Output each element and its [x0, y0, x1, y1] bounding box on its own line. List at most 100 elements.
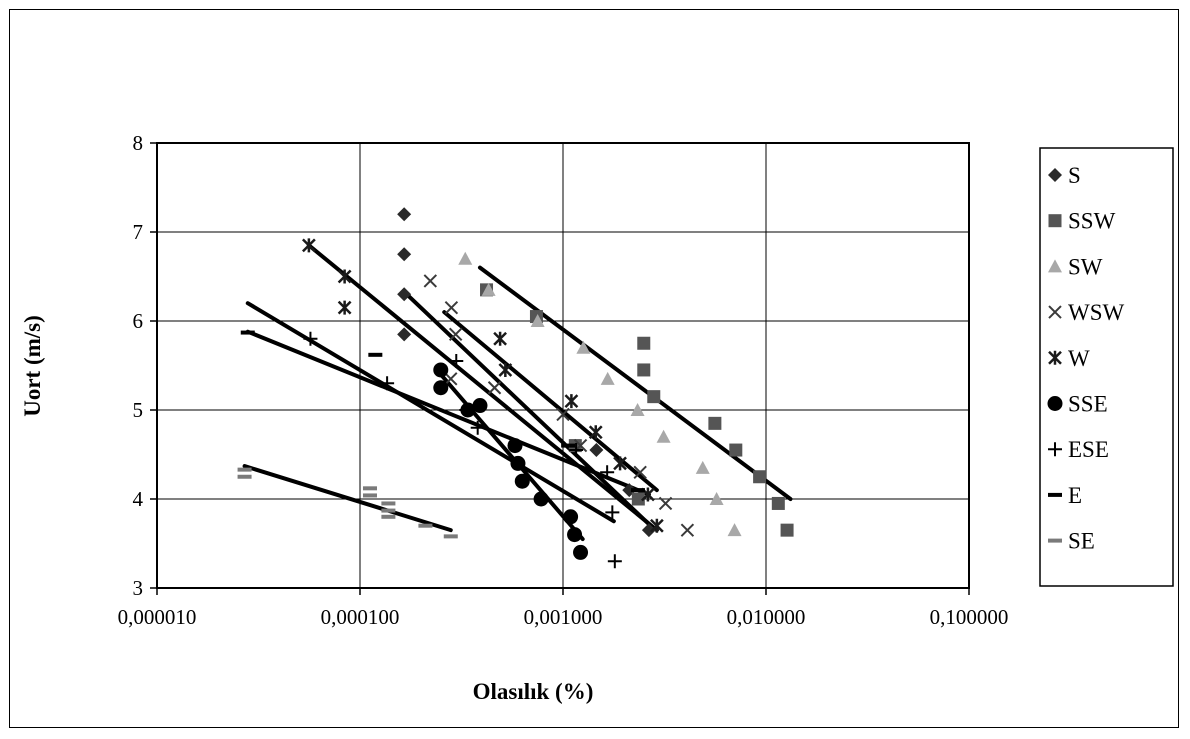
point-sse [472, 398, 488, 414]
point-sse [573, 544, 589, 560]
y-tick-label: 8 [133, 131, 144, 155]
point-sse [433, 362, 449, 378]
x-tick-label: 0,100000 [930, 605, 1009, 629]
trendline-s [404, 292, 653, 528]
chart-svg: 3 4 5 6 7 8 0,000010 0,000100 0,001000 0,010000 0,… [20, 131, 1174, 704]
point-sw [727, 523, 742, 537]
point-ese [607, 554, 622, 569]
trendline-se [242, 464, 453, 533]
legend-item-se: SE [1048, 529, 1095, 554]
point-w [564, 394, 579, 409]
point-sw [630, 403, 645, 416]
point-wsw [658, 496, 673, 511]
point-sw [481, 282, 496, 296]
y-tick-label: 3 [133, 576, 144, 600]
tick-labels: 3 4 5 6 7 8 0,000010 0,000100 0,001000 0,010000 0,… [118, 131, 1009, 629]
point-ssw [637, 363, 651, 377]
legend-item-sw: SW [1048, 254, 1103, 279]
legend-marker-ese [1048, 442, 1062, 457]
point-sse [510, 455, 526, 471]
point-s [397, 207, 412, 222]
point-s [397, 287, 412, 302]
point-s [397, 247, 412, 262]
point-sw [600, 371, 615, 385]
point-sw [458, 251, 473, 265]
x-tick-label: 0,000100 [321, 605, 400, 629]
point-se [362, 493, 377, 498]
x-tick-label: 0,001000 [524, 605, 603, 629]
point-e [561, 443, 576, 448]
point-ssw [647, 390, 661, 404]
point-ese [449, 354, 464, 369]
point-se [381, 508, 396, 513]
point-ese [459, 403, 474, 417]
point-e [630, 488, 645, 493]
legend-marker-ssw [1048, 214, 1062, 228]
point-w [498, 362, 513, 377]
point-se [443, 534, 458, 539]
point-w [649, 518, 664, 533]
point-e [368, 352, 383, 357]
point-sse [563, 509, 579, 525]
legend-marker-se [1048, 538, 1062, 543]
point-s [641, 523, 656, 538]
point-se [362, 486, 377, 491]
point-sse [514, 473, 530, 489]
trendline-w [306, 243, 659, 533]
point-ese [600, 465, 615, 480]
point-w [301, 238, 316, 253]
point-w [493, 331, 507, 346]
point-sse [507, 438, 523, 454]
legend-item-e: E [1048, 483, 1082, 508]
chart-frame: 3 4 5 6 7 8 0,000010 0,000100 0,001000 0,010000 0,… [9, 9, 1179, 728]
point-se [381, 501, 396, 506]
legend-label-w: W [1068, 346, 1090, 371]
x-axis-title: Olasılık (%) [473, 679, 594, 704]
point-wsw [423, 274, 438, 288]
point-ssw [637, 336, 651, 350]
data-points [237, 207, 794, 569]
point-se [237, 467, 252, 472]
point-sse [533, 491, 549, 507]
point-w [613, 456, 627, 471]
point-w [337, 269, 352, 284]
legend-label-ese: ESE [1068, 437, 1109, 462]
point-ssw [729, 443, 743, 457]
trendline-e [245, 329, 651, 497]
point-sw [576, 340, 591, 354]
point-ssw [780, 523, 794, 537]
point-sw [695, 460, 710, 474]
point-w [337, 300, 352, 315]
point-wsw [444, 372, 458, 386]
legend-marker-w [1048, 350, 1062, 365]
legend-marker-sse [1047, 396, 1063, 411]
legend-marker-e [1048, 492, 1062, 497]
point-ese [303, 331, 318, 346]
point-wsw [633, 465, 647, 480]
point-ssw [631, 492, 645, 506]
point-ese [569, 443, 584, 458]
legend-marker-wsw [1048, 305, 1062, 319]
point-s [589, 443, 604, 458]
point-wsw [556, 407, 570, 422]
point-wsw [680, 523, 695, 537]
legend-marker-sw [1048, 259, 1062, 273]
trendline-sse [438, 372, 585, 542]
y-axis-title: Uort (m/s) [20, 315, 45, 417]
point-s [397, 327, 412, 342]
legend-item-sse: SSE [1047, 392, 1108, 417]
y-tick-label: 4 [133, 487, 144, 511]
point-wsw [448, 327, 463, 342]
legend-item-s: S [1048, 163, 1081, 188]
y-tick-label: 6 [133, 309, 144, 333]
point-wsw [487, 381, 502, 395]
point-wsw [444, 300, 459, 315]
point-se [237, 474, 252, 479]
point-sw [656, 429, 671, 443]
legend-box [1039, 147, 1174, 587]
legend-label-se: SE [1068, 529, 1095, 554]
legend-marker-s [1048, 168, 1062, 182]
point-sse [567, 527, 583, 543]
point-e [240, 330, 255, 335]
